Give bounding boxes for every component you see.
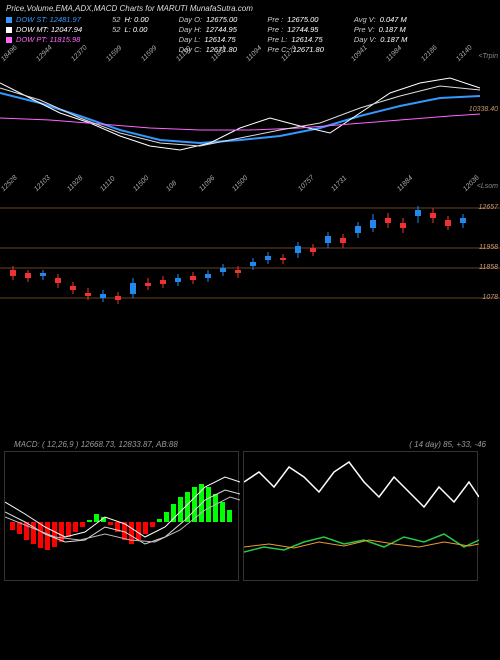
header: Price,Volume,EMA,ADX,MACD Charts for MAR… bbox=[0, 0, 500, 58]
top-chart bbox=[0, 58, 500, 188]
macd-labels: MACD: ( 12,26,9 ) 12668.73, 12833.87, AB… bbox=[0, 438, 500, 451]
macd-right-label: ( 14 day) 85, +33, -46 bbox=[403, 438, 492, 451]
macd-panel bbox=[4, 451, 239, 581]
spacer bbox=[0, 358, 500, 438]
adx-panel bbox=[243, 451, 478, 581]
chart-title: Price,Volume,EMA,ADX,MACD Charts for MAR… bbox=[6, 4, 494, 13]
candle-chart bbox=[0, 188, 500, 358]
bottom-panels bbox=[0, 451, 500, 581]
macd-left-label: MACD: ( 12,26,9 ) 12668.73, 12833.87, AB… bbox=[8, 438, 184, 451]
